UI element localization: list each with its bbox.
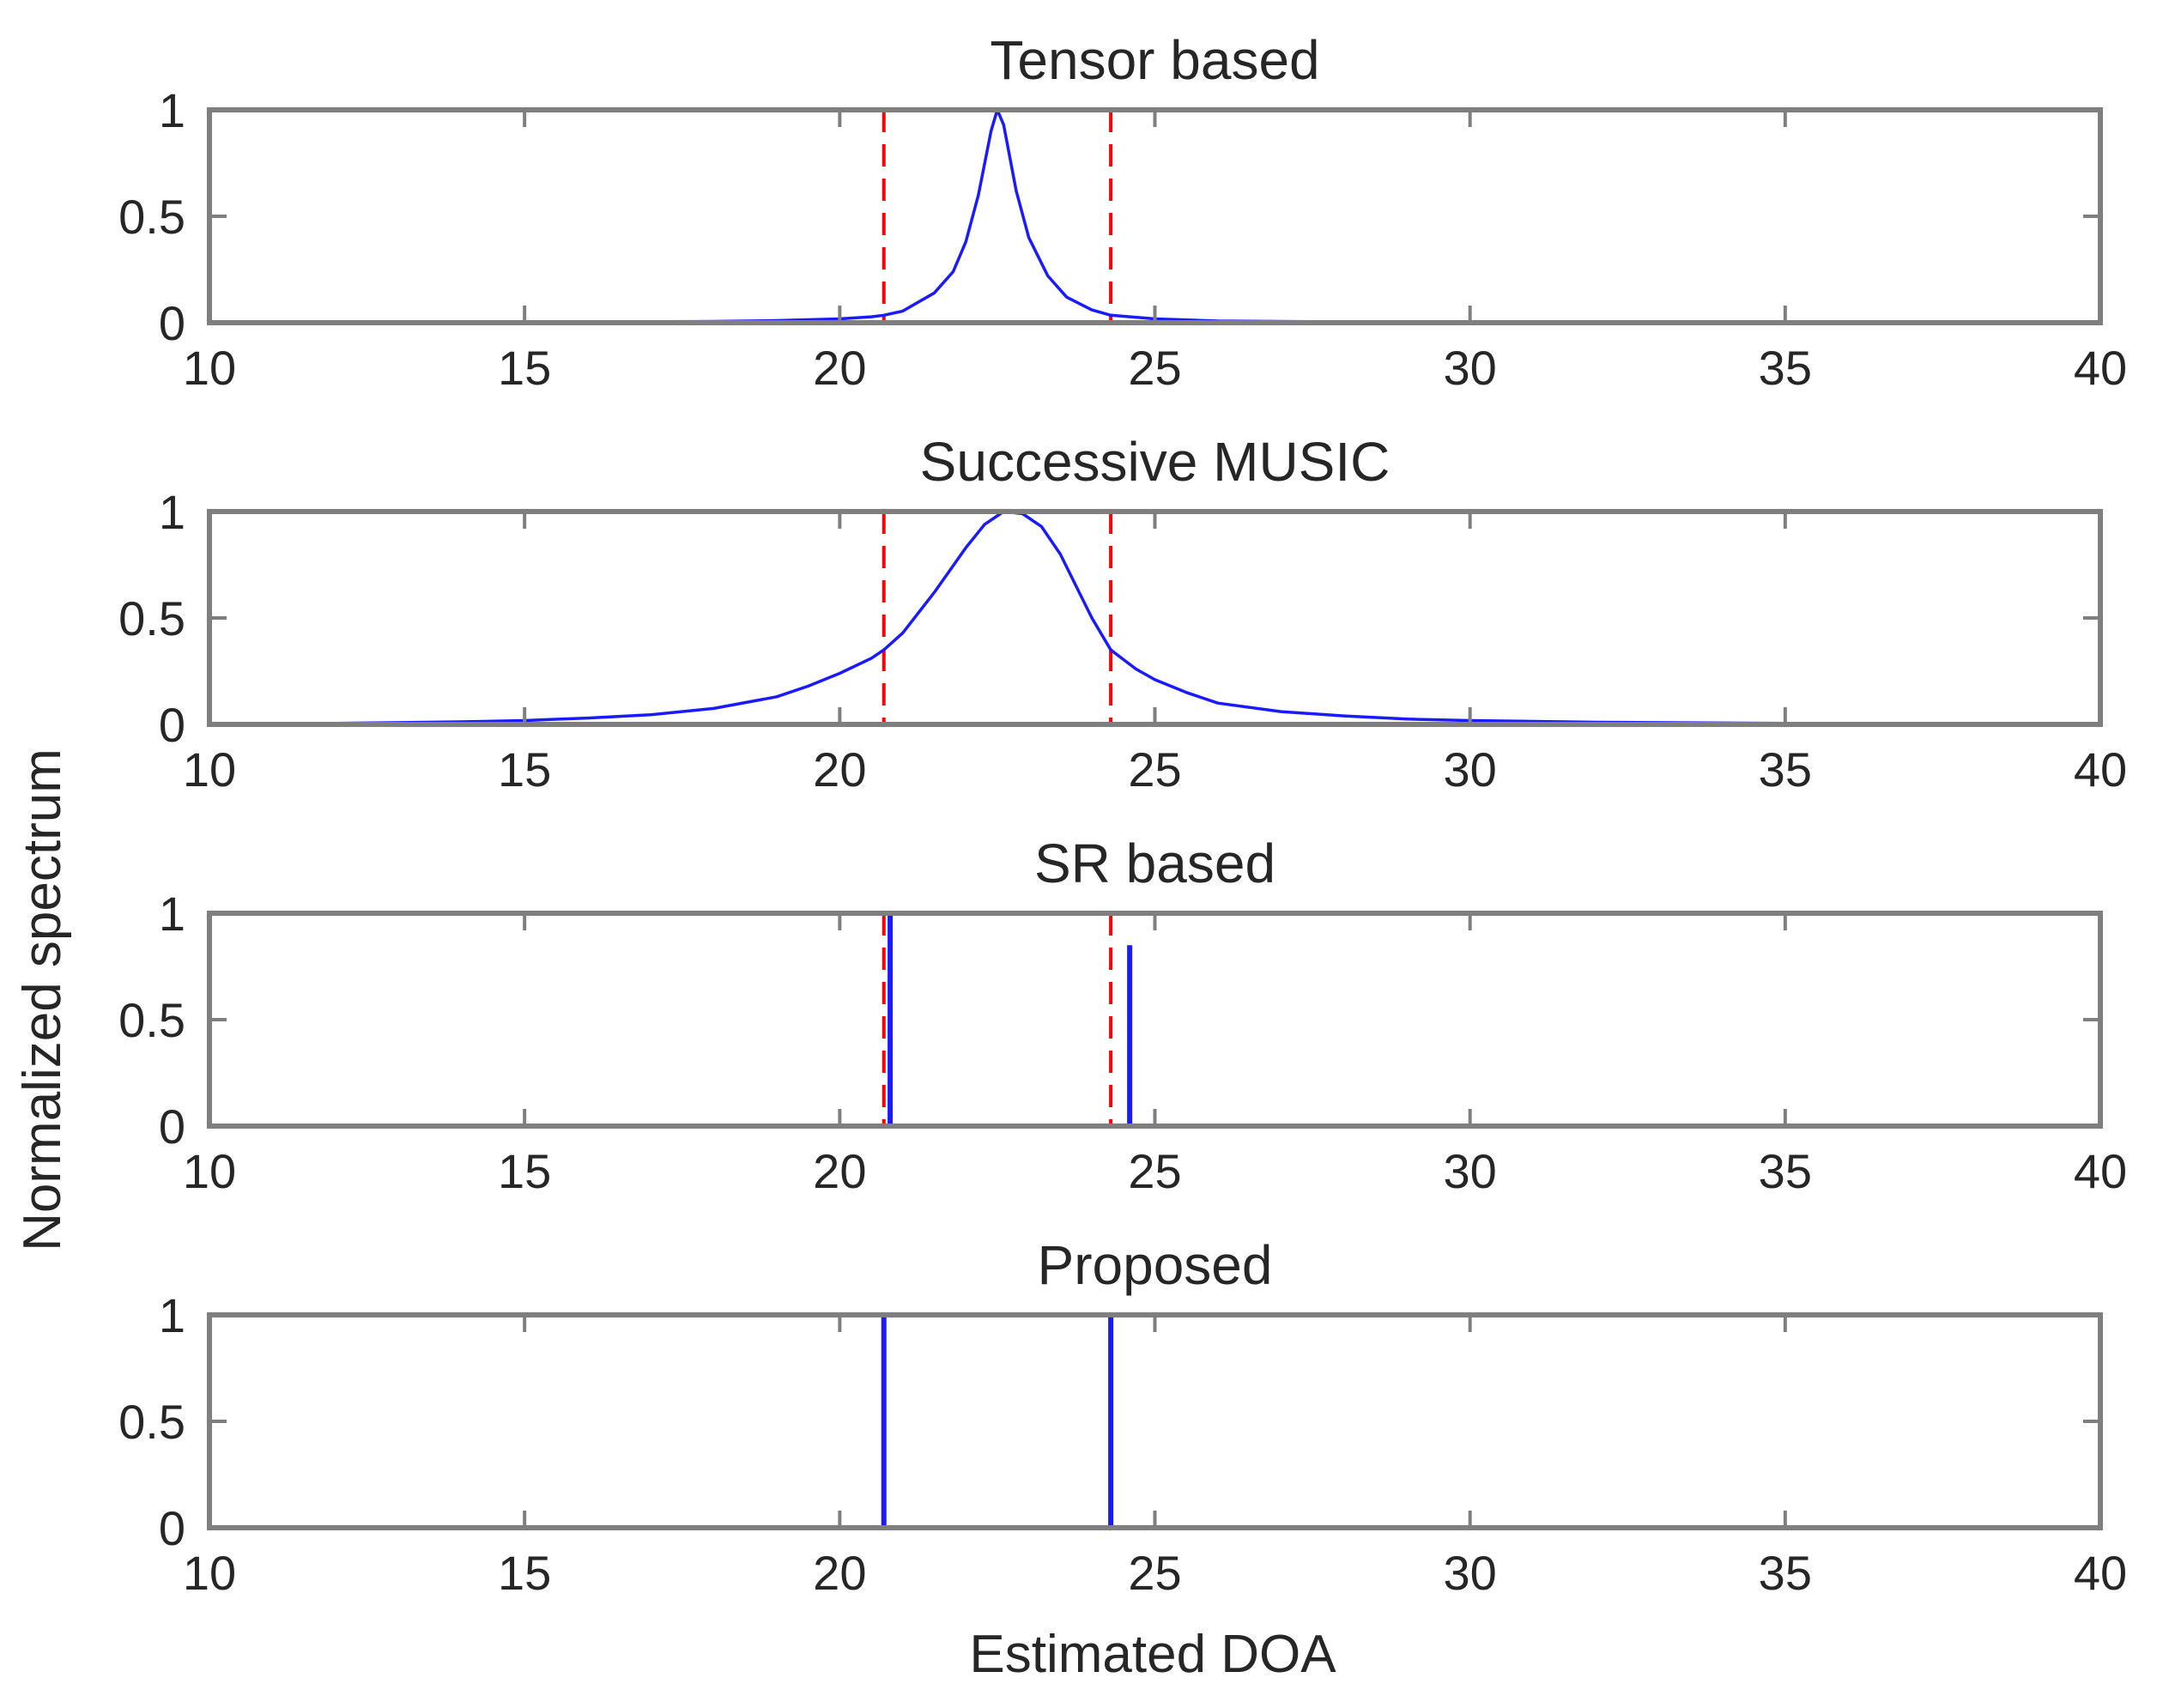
x-tick-label: 25 <box>1128 742 1181 796</box>
x-tick-label: 10 <box>183 1546 236 1600</box>
x-tick-label: 40 <box>2074 1144 2127 1198</box>
x-tick-label: 20 <box>813 1546 866 1600</box>
x-tick-label: 20 <box>813 1144 866 1198</box>
x-tick-label: 10 <box>183 742 236 796</box>
x-tick-label: 35 <box>1759 742 1812 796</box>
subplot-4: Proposed 10 15 20 25 30 35 40 0 0.5 1 <box>118 1234 2127 1600</box>
axes-box <box>207 509 2103 727</box>
x-tick-label: 15 <box>498 742 551 796</box>
y-tick-label: 0 <box>159 1099 185 1154</box>
y-axis-label: Normalized spectrum <box>13 748 72 1251</box>
subplot-title: Successive MUSIC <box>920 431 1391 493</box>
x-tick-label: 35 <box>1759 1144 1812 1198</box>
axes-box <box>207 107 2103 325</box>
x-tick-label: 40 <box>2074 1546 2127 1600</box>
y-tick-label: 1 <box>159 485 185 539</box>
y-tick-label: 1 <box>159 83 185 137</box>
x-tick-label: 15 <box>498 1546 551 1600</box>
y-tick-label: 0.5 <box>118 591 185 645</box>
x-tick-label: 10 <box>183 1144 236 1198</box>
x-tick-label: 30 <box>1444 341 1497 395</box>
subplot-title: Proposed <box>1038 1234 1273 1296</box>
axes-box <box>207 1312 2103 1530</box>
x-tick-label: 40 <box>2074 742 2127 796</box>
x-tick-label: 15 <box>498 341 551 395</box>
x-tick-label: 25 <box>1128 1144 1181 1198</box>
x-tick-label: 20 <box>813 341 866 395</box>
x-tick-label: 30 <box>1444 1144 1497 1198</box>
subplot-3: SR based 10 15 20 25 30 35 40 0 0.5 1 <box>118 833 2127 1198</box>
subplot-title: Tensor based <box>990 29 1319 91</box>
x-tick-label: 35 <box>1759 341 1812 395</box>
x-axis-label: Estimated DOA <box>969 1625 1336 1684</box>
x-tick-label: 25 <box>1128 341 1181 395</box>
x-tick-label: 30 <box>1444 1546 1497 1600</box>
x-tick-label: 20 <box>813 742 866 796</box>
axes-box <box>207 911 2103 1129</box>
spectrum-curve <box>209 510 2101 726</box>
x-tick-label: 40 <box>2074 341 2127 395</box>
y-tick-label: 0.5 <box>118 190 185 244</box>
x-tick-label: 15 <box>498 1144 551 1198</box>
x-tick-label: 30 <box>1444 742 1497 796</box>
x-tick-label: 25 <box>1128 1546 1181 1600</box>
y-tick-label: 0 <box>159 698 185 752</box>
y-tick-label: 0 <box>159 1501 185 1555</box>
subplot-1: Tensor based 10 15 20 25 30 35 40 0 0.5 1 <box>118 29 2127 395</box>
x-tick-label: 10 <box>183 341 236 395</box>
y-tick-label: 1 <box>159 887 185 941</box>
x-tick-label: 35 <box>1759 1546 1812 1600</box>
subplot-2: Successive MUSIC 10 15 20 25 30 35 40 0 0.5 1 <box>118 431 2127 796</box>
y-tick-label: 0 <box>159 296 185 350</box>
y-tick-label: 0.5 <box>118 1395 185 1449</box>
y-tick-label: 0.5 <box>118 993 185 1047</box>
y-tick-label: 1 <box>159 1288 185 1342</box>
spectrum-curve <box>209 108 2101 324</box>
subplot-title: SR based <box>1034 833 1275 894</box>
